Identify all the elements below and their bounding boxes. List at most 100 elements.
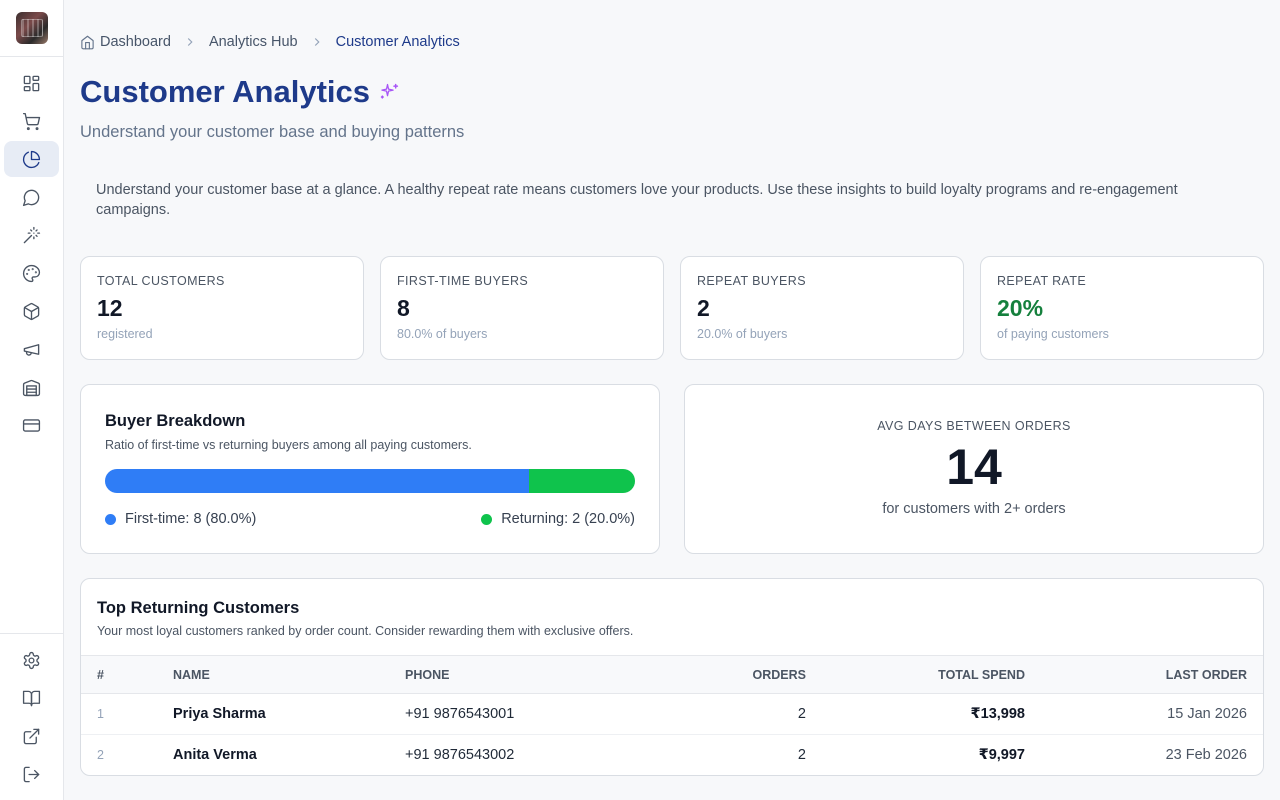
top-customers-table: # Name Phone Orders Total Spend Last Ord… bbox=[81, 655, 1263, 775]
sidebar-item-marketing[interactable] bbox=[4, 331, 59, 367]
sidebar-item-docs[interactable] bbox=[4, 680, 59, 716]
cell-orders: 2 bbox=[705, 734, 806, 775]
external-link-icon bbox=[23, 728, 40, 744]
first-time-bar-segment bbox=[105, 469, 529, 493]
sidebar bbox=[0, 0, 64, 800]
stat-value: 12 bbox=[97, 295, 123, 321]
cell-last-order: 15 Jan 2026 bbox=[1167, 706, 1247, 722]
stat-card-first-time-buyers: First-Time Buyers 8 80.0% of buyers bbox=[380, 256, 664, 360]
top-customers-title: Top Returning Customers bbox=[97, 599, 300, 617]
avg-days-label: Avg Days Between Orders bbox=[877, 419, 1071, 433]
info-text: Understand your customer base at a glanc… bbox=[96, 182, 1178, 218]
app-logo[interactable] bbox=[16, 12, 48, 44]
returning-bar-segment bbox=[529, 469, 635, 493]
stat-value: 2 bbox=[697, 295, 710, 321]
page-title: Customer Analytics bbox=[80, 74, 399, 110]
chevron-right-icon bbox=[298, 35, 336, 49]
stat-label: Total Customers bbox=[97, 274, 225, 288]
magic-wand-icon bbox=[23, 226, 41, 243]
sidebar-item-products[interactable] bbox=[4, 293, 59, 329]
buyer-breakdown-card: Buyer Breakdown Ratio of first-time vs r… bbox=[80, 384, 660, 554]
cell-last-order: 23 Feb 2026 bbox=[1025, 734, 1263, 775]
breadcrumb-current: Customer Analytics bbox=[335, 34, 460, 50]
column-header-name: Name bbox=[173, 655, 405, 694]
legend-returning-text: Returning: 2 (20.0%) bbox=[501, 511, 635, 527]
page-title-text: Customer Analytics bbox=[80, 74, 370, 109]
cell-rank: 2 bbox=[81, 734, 173, 775]
column-header-last-order: Last Order bbox=[1025, 655, 1263, 694]
legend-returning: Returning: 2 (20.0%) bbox=[481, 511, 635, 527]
home-icon bbox=[80, 35, 95, 50]
breadcrumb: Dashboard Analytics Hub Customer Analyti… bbox=[80, 33, 460, 51]
message-icon bbox=[22, 189, 40, 206]
avg-days-card: Avg Days Between Orders 14 for customers… bbox=[684, 384, 1264, 554]
sidebar-item-logout[interactable] bbox=[4, 756, 59, 792]
sidebar-item-dashboard[interactable] bbox=[4, 65, 59, 101]
sidebar-item-themes[interactable] bbox=[4, 255, 59, 291]
cart-icon bbox=[22, 112, 41, 130]
sidebar-item-settings[interactable] bbox=[4, 642, 59, 678]
main-content: Dashboard Analytics Hub Customer Analyti… bbox=[80, 0, 1264, 800]
sidebar-item-ai-tools[interactable] bbox=[4, 217, 59, 253]
dashboard-icon bbox=[23, 75, 40, 91]
buyer-ratio-bar bbox=[105, 469, 635, 493]
stat-label: First-Time Buyers bbox=[397, 274, 529, 288]
cell-phone: +91 9876543002 bbox=[405, 734, 705, 775]
top-customers-description: Your most loyal customers ranked by orde… bbox=[97, 624, 634, 638]
stat-sub: registered bbox=[97, 327, 153, 341]
sidebar-divider bbox=[0, 633, 63, 634]
table-header-row: # Name Phone Orders Total Spend Last Ord… bbox=[81, 655, 1263, 694]
legend-first-time: First-time: 8 (80.0%) bbox=[105, 511, 256, 527]
cell-total-spend: ₹13,998 bbox=[970, 706, 1025, 722]
page-subtitle: Understand your customer base and buying… bbox=[80, 123, 465, 141]
pie-chart-icon bbox=[22, 150, 41, 168]
legend-dot bbox=[481, 513, 493, 525]
buyer-breakdown-description: Ratio of first-time vs returning buyers … bbox=[105, 438, 472, 452]
cell-name: Anita Verma bbox=[173, 734, 405, 775]
stat-value: 20% bbox=[997, 295, 1044, 321]
cell-orders: 2 bbox=[797, 706, 806, 722]
book-icon bbox=[22, 690, 41, 706]
stat-label: Repeat Buyers bbox=[697, 274, 806, 288]
credit-card-icon bbox=[22, 418, 41, 432]
table-row[interactable]: 1 Priya Sharma +91 9876543001 2 ₹13,998 … bbox=[81, 694, 1263, 735]
sidebar-item-orders[interactable] bbox=[4, 103, 59, 139]
warehouse-icon bbox=[22, 379, 41, 396]
cell-phone: +91 9876543001 bbox=[405, 706, 515, 722]
stat-sub: 20.0% of buyers bbox=[697, 327, 788, 341]
cell-rank: 1 bbox=[97, 707, 104, 721]
avg-days-value: 14 bbox=[946, 439, 1002, 495]
stat-card-repeat-buyers: Repeat Buyers 2 20.0% of buyers bbox=[680, 256, 964, 360]
stat-value: 8 bbox=[397, 295, 410, 321]
sidebar-item-inventory[interactable] bbox=[4, 369, 59, 405]
settings-icon bbox=[23, 651, 40, 669]
buyer-breakdown-title: Buyer Breakdown bbox=[105, 412, 246, 430]
stat-card-total-customers: Total Customers 12 registered bbox=[80, 256, 364, 360]
column-header-total-spend: Total Spend bbox=[806, 655, 1025, 694]
sidebar-item-visit-store[interactable] bbox=[4, 718, 59, 754]
package-icon bbox=[23, 302, 40, 320]
legend-dot bbox=[105, 513, 116, 525]
stat-sub: of paying customers bbox=[997, 327, 1109, 341]
sidebar-item-analytics[interactable] bbox=[4, 141, 59, 177]
avg-days-sub: for customers with 2+ orders bbox=[882, 501, 1066, 517]
cell-name: Priya Sharma bbox=[173, 706, 266, 722]
stat-label: Repeat Rate bbox=[997, 274, 1087, 288]
cell-total-spend: ₹9,997 bbox=[806, 734, 1025, 775]
top-returning-customers-card: Top Returning Customers Your most loyal … bbox=[80, 578, 1264, 776]
column-header-rank: # bbox=[81, 655, 173, 694]
column-header-orders: Orders bbox=[705, 655, 806, 694]
sparkles-icon bbox=[379, 82, 399, 102]
breadcrumb-dashboard-link[interactable]: Dashboard bbox=[100, 34, 171, 50]
breadcrumb-analytics-hub-link[interactable]: Analytics Hub bbox=[208, 34, 298, 50]
stat-sub: 80.0% of buyers bbox=[397, 327, 488, 341]
sidebar-item-messages[interactable] bbox=[4, 179, 59, 215]
column-header-phone: Phone bbox=[405, 655, 705, 694]
table-row[interactable]: 2 Anita Verma +91 9876543002 2 ₹9,997 23… bbox=[81, 734, 1263, 775]
sidebar-divider bbox=[0, 56, 63, 57]
megaphone-icon bbox=[23, 343, 40, 356]
logout-icon bbox=[23, 766, 40, 782]
sidebar-item-billing[interactable] bbox=[4, 407, 59, 443]
stat-card-repeat-rate: Repeat Rate 20% of paying customers bbox=[980, 256, 1264, 360]
chevron-right-icon bbox=[171, 35, 209, 49]
